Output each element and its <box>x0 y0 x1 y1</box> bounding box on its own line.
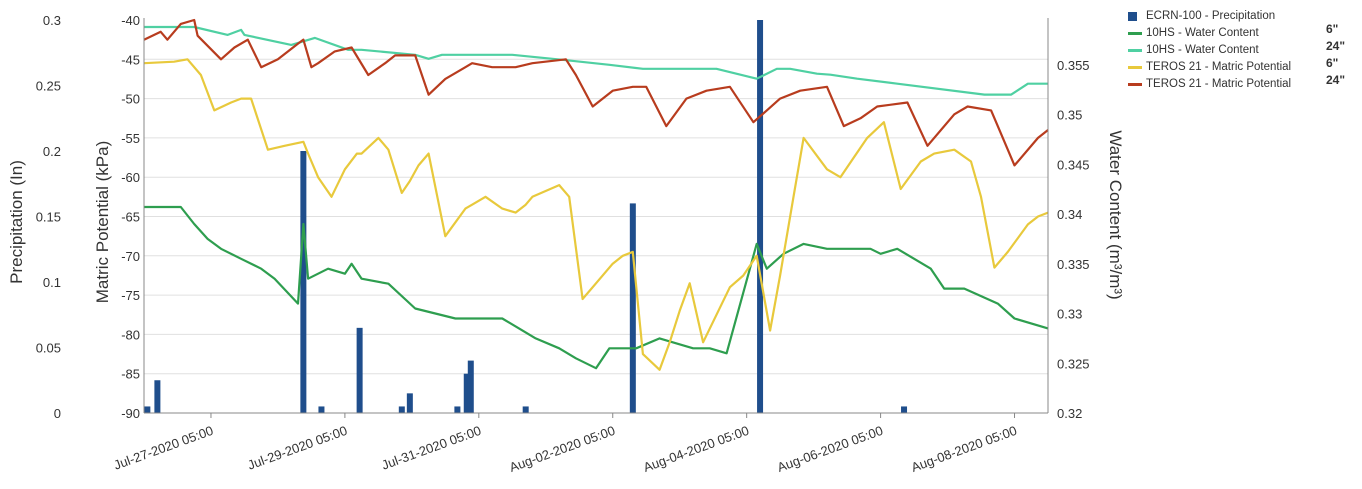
legend-swatch-teros-6in <box>1128 66 1142 69</box>
legend-depth: 24" <box>1326 73 1346 87</box>
matric-tick-label: -40 <box>121 13 140 28</box>
water-content-tick-label: 0.35 <box>1057 108 1082 123</box>
precipitation-tick-label: 0.1 <box>43 275 61 290</box>
water-content-tick-label: 0.32 <box>1057 406 1082 421</box>
precipitation-bar <box>463 373 470 413</box>
legend-depth: 24" <box>1326 39 1346 53</box>
series-line-4 <box>143 18 1049 167</box>
matric-tick-label: -75 <box>121 288 140 303</box>
matric-tick-label: -90 <box>121 406 140 421</box>
precipitation-bar <box>757 20 764 413</box>
legend-label: 10HS - Water Content <box>1146 27 1259 39</box>
legend-swatch-10hs-6in <box>1128 32 1142 35</box>
water-content-axis-ticks: 0.355 0.35 0.345 0.34 0.335 0.33 0.325 0.32 <box>1057 58 1090 421</box>
matric-tick-label: -55 <box>121 131 140 146</box>
precipitation-tick-label: 0.25 <box>36 79 61 94</box>
matric-axis-title: Matric Potential (kPa) <box>93 141 112 304</box>
gridlines <box>144 58 1048 375</box>
precipitation-tick-label: 0.2 <box>43 144 61 159</box>
legend-item-precipitation[interactable]: ECRN-100 - Precipitation <box>1128 8 1360 25</box>
legend-swatch-teros-24in <box>1128 83 1142 86</box>
water-content-tick-label: 0.325 <box>1057 356 1090 371</box>
matric-tick-label: -50 <box>121 92 140 107</box>
legend-item-10hs-6in[interactable]: 10HS - Water Content 6" <box>1128 22 1360 42</box>
water-content-tick-label: 0.335 <box>1057 257 1090 272</box>
matric-tick-label: -80 <box>121 327 140 342</box>
water-content-axis-title: Water Content (m³/m³) <box>1106 130 1125 299</box>
series-lines <box>143 18 1049 371</box>
legend-item-10hs-24in[interactable]: 10HS - Water Content 24" <box>1128 39 1360 59</box>
precipitation-bar <box>454 406 461 413</box>
x-axis-ticks: Jul-27-2020 05:00 Jul-29-2020 05:00 Jul-31… <box>112 413 1019 475</box>
precipitation-bar <box>629 203 636 413</box>
precipitation-bar <box>467 360 474 413</box>
water-content-tick-label: 0.345 <box>1057 157 1090 172</box>
x-tick-label: Aug-02-2020 05:00 <box>507 423 617 475</box>
legend: ECRN-100 - Precipitation 10HS - Water Co… <box>1128 8 1360 93</box>
x-tick-label: Jul-31-2020 05:00 <box>380 423 484 473</box>
series-line-1 <box>144 205 1049 370</box>
precipitation-bar <box>522 406 529 413</box>
legend-label: 10HS - Water Content <box>1146 44 1259 56</box>
matric-tick-label: -60 <box>121 170 140 185</box>
legend-depth: 6" <box>1326 56 1339 70</box>
water-content-tick-label: 0.355 <box>1057 58 1090 73</box>
x-tick-label: Jul-29-2020 05:00 <box>246 423 350 473</box>
legend-depth: 6" <box>1326 22 1339 36</box>
x-tick-label: Aug-08-2020 05:00 <box>909 423 1019 475</box>
series-line-3 <box>143 58 1049 371</box>
x-tick-label: Aug-06-2020 05:00 <box>775 423 885 475</box>
precipitation-bar <box>406 393 413 413</box>
precipitation-bar <box>144 406 151 413</box>
matric-tick-label: -70 <box>121 249 140 264</box>
precipitation-tick-label: 0.15 <box>36 210 61 225</box>
legend-item-teros-24in[interactable]: TEROS 21 - Matric Potential 24" <box>1128 73 1360 93</box>
legend-swatch-precipitation <box>1128 12 1137 21</box>
precipitation-bar <box>318 406 325 413</box>
precipitation-bar <box>356 327 363 413</box>
water-content-tick-label: 0.34 <box>1057 207 1082 222</box>
matric-tick-label: -45 <box>121 52 140 67</box>
precipitation-bar <box>901 406 908 413</box>
legend-label: ECRN-100 - Precipitation <box>1146 10 1276 22</box>
legend-swatch-10hs-24in <box>1128 49 1142 52</box>
precipitation-bar <box>154 380 161 413</box>
precipitation-tick-label: 0.05 <box>36 341 61 356</box>
legend-label: TEROS 21 - Matric Potential <box>1146 78 1292 90</box>
matric-axis-ticks: -40 -45 -50 -55 -60 -65 -70 -75 -80 -85 -90 <box>121 13 140 421</box>
precipitation-bar <box>300 151 307 413</box>
water-content-tick-label: 0.33 <box>1057 307 1082 322</box>
matric-tick-label: -85 <box>121 367 140 382</box>
precipitation-bars <box>144 20 908 413</box>
legend-label: TEROS 21 - Matric Potential <box>1146 61 1292 73</box>
precipitation-tick-label: 0 <box>54 406 61 421</box>
precipitation-axis-title: Precipitation (In) <box>7 160 26 284</box>
x-tick-label: Aug-04-2020 05:00 <box>641 423 751 475</box>
series-line-2 <box>144 25 1048 96</box>
precipitation-tick-label: 0.3 <box>43 13 61 28</box>
precipitation-bar <box>398 406 405 413</box>
matric-tick-label: -65 <box>121 210 140 225</box>
x-tick-label: Jul-27-2020 05:00 <box>112 423 216 473</box>
legend-item-teros-6in[interactable]: TEROS 21 - Matric Potential 6" <box>1128 56 1360 76</box>
precipitation-axis-ticks: 0.3 0.25 0.2 0.15 0.1 0.05 0 <box>36 13 61 421</box>
